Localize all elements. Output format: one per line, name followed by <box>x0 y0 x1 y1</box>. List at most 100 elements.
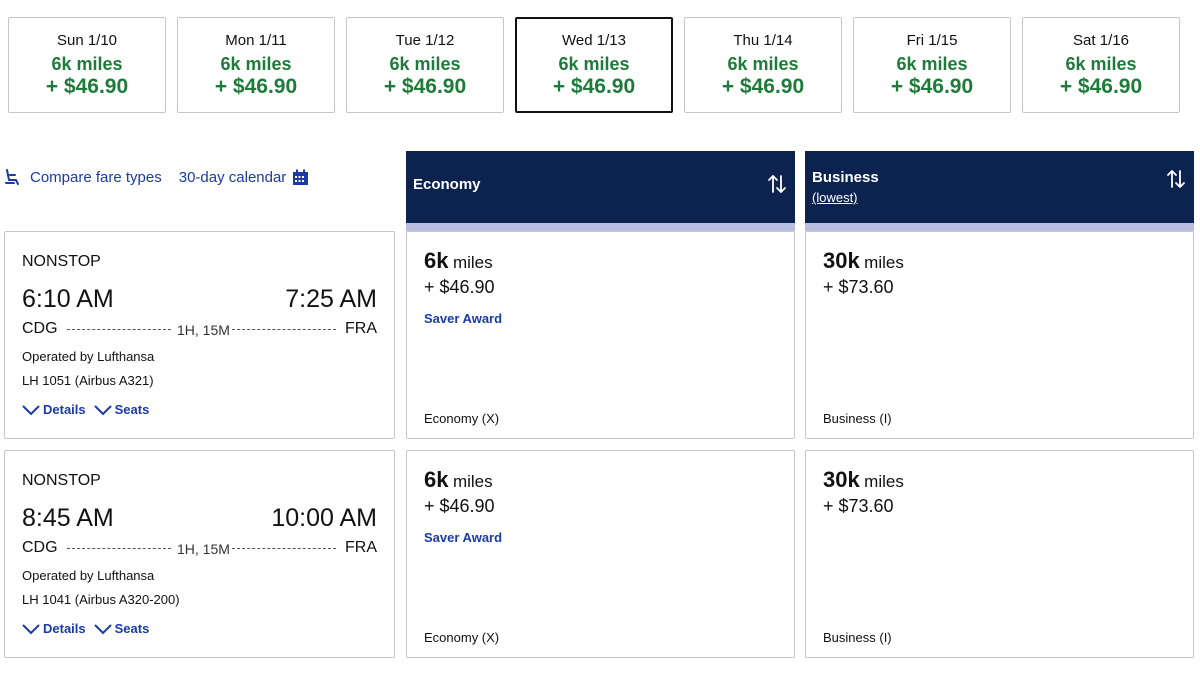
flight-actions: Details Seats <box>22 402 149 417</box>
date-miles: 6k miles <box>727 53 799 74</box>
fare-cell-economy[interactable]: 6k miles + $46.90 Saver Award Economy (X… <box>406 231 795 439</box>
date-miles: 6k miles <box>896 53 968 74</box>
award-type: Saver Award <box>424 530 503 545</box>
flight-actions: Details Seats <box>22 621 149 636</box>
route-line <box>67 329 171 330</box>
date-card-thu[interactable]: Thu 1/14 6k miles + $46.90 <box>684 17 842 113</box>
fare-cell-business[interactable]: 30k miles + $73.60 Business (I) <box>805 231 1194 439</box>
miles-unit: miles <box>864 253 904 272</box>
date-price: + $46.90 <box>890 74 974 98</box>
details-toggle[interactable]: Details <box>22 402 86 417</box>
chevron-down-icon <box>22 404 40 415</box>
award-type: Saver Award <box>424 311 503 326</box>
details-toggle[interactable]: Details <box>22 621 86 636</box>
miles-amount: 30k <box>823 248 860 273</box>
miles-unit: miles <box>864 472 904 491</box>
arrival-time: 7:25 AM <box>285 285 377 313</box>
miles-unit: miles <box>452 472 493 491</box>
route-line <box>232 548 336 549</box>
route-line <box>67 548 171 549</box>
flight-duration: 1H, 15M <box>177 541 230 557</box>
date-label: Wed 1/13 <box>562 31 626 49</box>
cabin-subtitle: (lowest) <box>812 190 858 205</box>
cabin-title: Economy <box>413 176 481 193</box>
seats-toggle[interactable]: Seats <box>93 621 150 636</box>
date-miles: 6k miles <box>558 53 630 74</box>
cabin-header-business[interactable]: Business (lowest) <box>805 151 1194 231</box>
seat-icon <box>5 169 19 185</box>
compare-fare-types-label: Compare fare types <box>30 168 162 186</box>
fare-class: Business (I) <box>823 630 892 645</box>
miles-amount: 30k <box>823 467 860 492</box>
fare-miles: 6k miles <box>424 248 493 274</box>
date-card-tue[interactable]: Tue 1/12 6k miles + $46.90 <box>346 17 504 113</box>
date-miles: 6k miles <box>220 53 292 74</box>
seats-label: Seats <box>114 621 150 636</box>
cabin-title: Business <box>812 169 879 186</box>
destination-airport: FRA <box>345 320 377 337</box>
miles-amount: 6k <box>424 467 449 492</box>
date-price: + $46.90 <box>1059 74 1143 98</box>
fare-taxes: + $73.60 <box>823 496 894 516</box>
date-miles: 6k miles <box>389 53 461 74</box>
miles-amount: 6k <box>424 248 449 273</box>
date-label: Tue 1/12 <box>395 31 455 49</box>
flight-number: LH 1051 (Airbus A321) <box>22 373 154 388</box>
fare-taxes: + $46.90 <box>424 277 495 297</box>
date-card-fri[interactable]: Fri 1/15 6k miles + $46.90 <box>853 17 1011 113</box>
seats-toggle[interactable]: Seats <box>93 402 149 417</box>
chevron-down-icon <box>93 623 112 634</box>
operated-by: Operated by Lufthansa <box>22 568 155 583</box>
fare-class: Economy (X) <box>424 411 500 426</box>
date-card-sun[interactable]: Sun 1/10 6k miles + $46.90 <box>8 17 166 113</box>
chevron-down-icon <box>93 404 112 415</box>
flight-card: NONSTOP 6:10 AM 7:25 AM CDG 1H, 15M FRA … <box>4 231 395 439</box>
destination-airport: FRA <box>345 539 377 556</box>
cabin-header-economy[interactable]: Economy <box>406 151 795 231</box>
calendar-label: 30-day calendar <box>178 168 287 186</box>
date-label: Sat 1/16 <box>1073 31 1129 49</box>
sort-arrows-icon[interactable] <box>767 173 787 195</box>
arrival-time: 10:00 AM <box>271 504 377 532</box>
flight-duration: 1H, 15M <box>177 322 230 338</box>
date-price: + $46.90 <box>552 74 636 98</box>
origin-airport: CDG <box>22 320 58 337</box>
fare-class: Business (I) <box>823 411 892 426</box>
fare-taxes: + $46.90 <box>424 496 495 516</box>
date-card-wed-selected[interactable]: Wed 1/13 6k miles + $46.90 <box>515 17 673 113</box>
fare-links: Compare fare types 30-day calendar <box>4 168 309 186</box>
fare-miles: 30k miles <box>823 248 904 274</box>
fare-miles: 6k miles <box>424 467 493 493</box>
fare-cell-economy[interactable]: 6k miles + $46.90 Saver Award Economy (X… <box>406 450 795 658</box>
fare-miles: 30k miles <box>823 467 904 493</box>
stops-label: NONSTOP <box>22 472 101 489</box>
sort-arrows-icon[interactable] <box>1166 168 1186 190</box>
date-card-mon[interactable]: Mon 1/11 6k miles + $46.90 <box>177 17 335 113</box>
fare-class: Economy (X) <box>424 630 500 645</box>
departure-time: 8:45 AM <box>22 504 114 532</box>
date-miles: 6k miles <box>1065 53 1137 74</box>
stops-label: NONSTOP <box>22 253 101 270</box>
date-selector: Sun 1/10 6k miles + $46.90 Mon 1/11 6k m… <box>8 17 1180 113</box>
fare-taxes: + $73.60 <box>823 277 894 297</box>
miles-unit: miles <box>452 253 493 272</box>
fare-cell-business[interactable]: 30k miles + $73.60 Business (I) <box>805 450 1194 658</box>
date-miles: 6k miles <box>51 53 123 74</box>
date-label: Thu 1/14 <box>733 31 793 49</box>
details-label: Details <box>43 402 86 417</box>
departure-time: 6:10 AM <box>22 285 114 313</box>
chevron-down-icon <box>22 623 40 634</box>
date-label: Mon 1/11 <box>225 31 287 49</box>
date-price: + $46.90 <box>45 74 129 98</box>
flight-number: LH 1041 (Airbus A320-200) <box>22 592 180 607</box>
date-price: + $46.90 <box>383 74 467 98</box>
date-price: + $46.90 <box>721 74 805 98</box>
origin-airport: CDG <box>22 539 58 556</box>
details-label: Details <box>43 621 86 636</box>
compare-fare-types-link[interactable]: Compare fare types <box>4 168 162 186</box>
date-card-sat[interactable]: Sat 1/16 6k miles + $46.90 <box>1022 17 1180 113</box>
flight-card: NONSTOP 8:45 AM 10:00 AM CDG 1H, 15M FRA… <box>4 450 395 658</box>
date-label: Fri 1/15 <box>906 31 958 49</box>
date-price: + $46.90 <box>214 74 298 98</box>
calendar-link[interactable]: 30-day calendar <box>179 169 310 186</box>
